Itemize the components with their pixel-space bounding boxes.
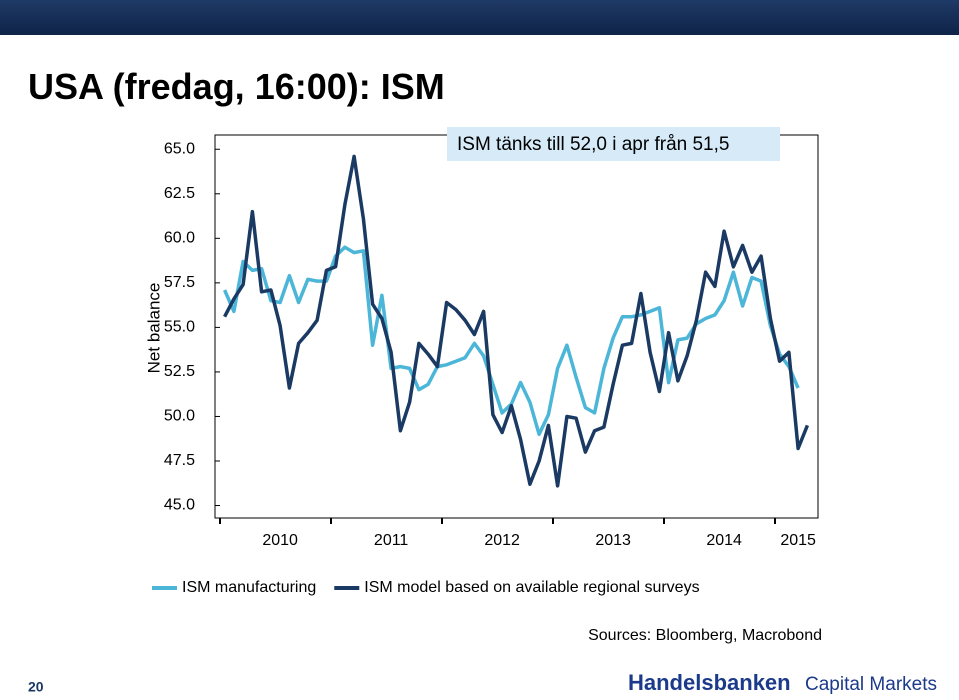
- slide-title: USA (fredag, 16:00): ISM: [28, 66, 445, 107]
- y-tick-label: 57.5: [164, 274, 195, 291]
- legend-label: ISM model based on available regional su…: [364, 579, 699, 596]
- y-tick-label: 60.0: [164, 230, 195, 247]
- brand: Handelsbanken: [628, 670, 791, 695]
- x-tick-label: 2012: [484, 532, 520, 549]
- y-tick-label: 45.0: [164, 497, 195, 514]
- sources: Sources: Bloomberg, Macrobond: [588, 627, 822, 644]
- x-tick-label: 2010: [262, 532, 298, 549]
- y-tick-label: 47.5: [164, 452, 195, 469]
- x-tick-label: 2011: [374, 532, 409, 549]
- y-tick-label: 62.5: [164, 185, 195, 202]
- series-line: [222, 245, 800, 437]
- top-bar: [0, 0, 959, 35]
- x-tick-label: 2013: [595, 532, 631, 549]
- x-tick-label: 2014: [706, 532, 742, 549]
- annotation: ISM tänks till 52,0 i apr från 51,5: [457, 134, 729, 155]
- legend-label: ISM manufacturing: [182, 579, 316, 596]
- plot-frame: [214, 134, 819, 519]
- y-tick-label: 52.5: [164, 363, 195, 380]
- y-tick-label: 55.0: [164, 319, 195, 336]
- annotation-box: [447, 127, 780, 161]
- page-number: 20: [28, 679, 44, 695]
- y-axis-label: Net balance: [144, 283, 163, 374]
- y-tick-label: 65.0: [164, 140, 195, 157]
- y-tick-label: 50.0: [164, 408, 195, 425]
- x-tick-label: 2015: [780, 532, 816, 549]
- series-line: [223, 154, 810, 488]
- brand-suffix: Capital Markets: [805, 674, 937, 695]
